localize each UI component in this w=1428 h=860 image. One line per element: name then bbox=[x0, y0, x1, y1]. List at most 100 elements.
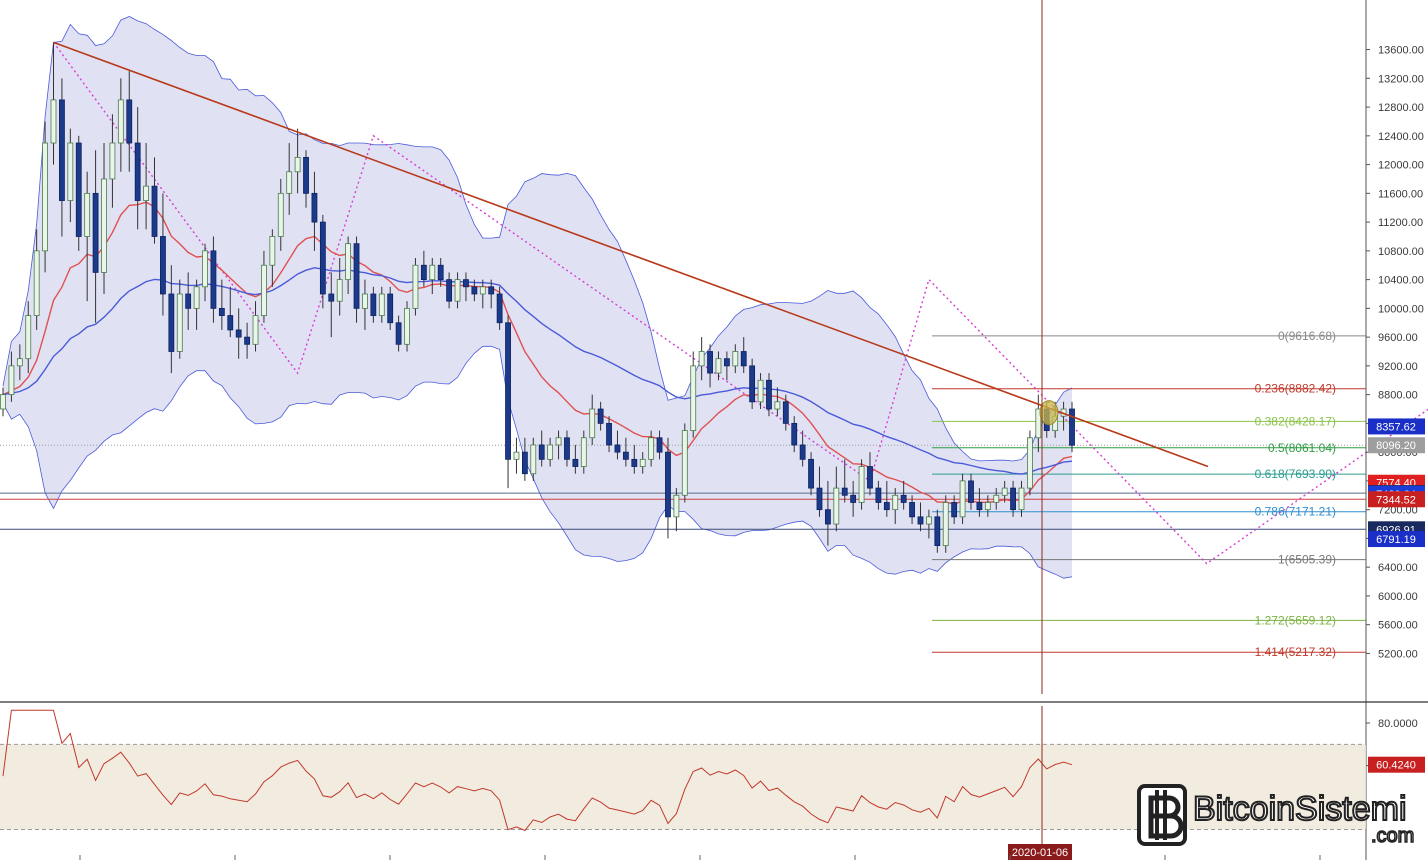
candle-body bbox=[353, 243, 360, 309]
indicator-last-label: 60.4240 bbox=[1376, 760, 1416, 772]
price-tag-label: 8357.62 bbox=[1376, 421, 1416, 433]
candle-body bbox=[227, 315, 234, 331]
candle-body bbox=[757, 379, 764, 403]
candle-body bbox=[681, 430, 688, 496]
moving-average-fast bbox=[2, 201, 1073, 505]
candle-body bbox=[505, 322, 511, 460]
candle-body bbox=[833, 487, 840, 525]
candle-body bbox=[1027, 437, 1033, 489]
candle-body bbox=[690, 365, 697, 431]
price-tick-label: 5200.00 bbox=[1378, 648, 1418, 660]
candle-body bbox=[850, 494, 857, 503]
candle-body bbox=[673, 494, 680, 518]
candle-body bbox=[631, 458, 638, 467]
price-tick-label: 6400.00 bbox=[1378, 562, 1418, 574]
candle-body bbox=[791, 422, 798, 446]
candle-body bbox=[656, 437, 663, 453]
bollinger-fill bbox=[3, 16, 1072, 579]
candle-body bbox=[547, 444, 554, 460]
candle-body bbox=[1069, 408, 1075, 446]
trendline[interactable] bbox=[53, 41, 1209, 468]
candle-body bbox=[252, 315, 259, 345]
price-tag-label: 8096.20 bbox=[1376, 440, 1416, 452]
candle-body bbox=[530, 444, 537, 475]
price-tick-label: 10000.00 bbox=[1378, 303, 1424, 315]
price-tick-label: 8800.00 bbox=[1378, 390, 1418, 402]
candle-body bbox=[471, 286, 478, 295]
candle-body bbox=[564, 437, 570, 460]
candle-body bbox=[942, 502, 949, 547]
price-tick-label: 7200.00 bbox=[1378, 505, 1418, 517]
candle-body bbox=[294, 156, 301, 173]
fib-label-1.414: 1.414(5217.32) bbox=[1255, 645, 1336, 659]
candle-body bbox=[858, 466, 865, 503]
candle-body bbox=[715, 358, 722, 374]
price-tick-label: 11200.00 bbox=[1378, 217, 1423, 229]
candle-body bbox=[277, 192, 284, 237]
candle-body bbox=[370, 293, 377, 316]
candle-body bbox=[395, 322, 402, 345]
candle-body bbox=[437, 264, 444, 281]
candle-body bbox=[799, 444, 806, 460]
candle-body bbox=[101, 178, 107, 273]
candle-body bbox=[210, 250, 217, 309]
candle-body bbox=[917, 516, 924, 525]
candle-body bbox=[336, 279, 343, 302]
candle-body bbox=[479, 286, 486, 295]
indicator-last-tag bbox=[1368, 756, 1425, 773]
price-tick-label: 12800.00 bbox=[1378, 102, 1424, 114]
candle-body bbox=[892, 494, 899, 511]
watermark-brand-text: BitcoinSistemi bbox=[1193, 790, 1407, 828]
candle-body bbox=[521, 451, 528, 475]
candle-body bbox=[766, 379, 772, 410]
fib-label-0.5: 0.5(8061.04) bbox=[1268, 441, 1336, 455]
candle-body bbox=[976, 502, 983, 511]
candle-body bbox=[378, 293, 385, 316]
candle-body bbox=[84, 192, 91, 237]
fib-label-1: 1(6505.39) bbox=[1278, 553, 1336, 567]
candle-body bbox=[867, 466, 873, 489]
moving-average-slow bbox=[2, 267, 1073, 475]
candle-body bbox=[202, 250, 208, 288]
candle-body bbox=[1010, 487, 1016, 511]
fib-label-0: 0(9616.68) bbox=[1278, 329, 1336, 343]
price-tick-label: 13200.00 bbox=[1378, 73, 1424, 85]
candle-body bbox=[993, 494, 1000, 503]
candle-body bbox=[261, 264, 267, 316]
candle-body bbox=[345, 243, 352, 281]
candle-body bbox=[160, 236, 166, 295]
candle-body bbox=[538, 444, 545, 460]
candle-body bbox=[185, 293, 192, 309]
candle-body bbox=[16, 358, 23, 367]
price-tick-label: 10400.00 bbox=[1378, 275, 1424, 287]
trendline-line bbox=[53, 41, 1209, 468]
candle-body bbox=[959, 480, 966, 518]
price-tag-label: 7344.52 bbox=[1376, 494, 1416, 506]
candle-body bbox=[176, 293, 183, 352]
candle-body bbox=[168, 293, 175, 352]
candle-body bbox=[723, 358, 730, 367]
candle-body bbox=[42, 142, 48, 252]
candle-body bbox=[597, 408, 604, 424]
fib-label-1.272: 1.272(5659.12) bbox=[1255, 613, 1336, 627]
time-axis-highlight bbox=[1008, 844, 1072, 860]
candle-body bbox=[774, 401, 781, 410]
price-tag bbox=[1368, 531, 1425, 548]
candle-body bbox=[808, 458, 814, 489]
price-tick-label: 6000.00 bbox=[1378, 591, 1418, 603]
candle-body bbox=[59, 99, 65, 201]
indicator-tick-label: 80.0000 bbox=[1378, 718, 1418, 730]
fib-label-0.236: 0.236(8882.42) bbox=[1255, 382, 1336, 396]
candle-body bbox=[900, 494, 907, 503]
price-tick-label: 13600.00 bbox=[1378, 45, 1424, 57]
candle-body bbox=[614, 444, 621, 453]
candle-body bbox=[909, 502, 915, 518]
candle-body bbox=[193, 286, 200, 309]
candle-body bbox=[67, 142, 74, 201]
price-tick-label: 12000.00 bbox=[1378, 160, 1424, 172]
candle-body bbox=[8, 365, 15, 396]
candle-body bbox=[1001, 487, 1008, 496]
candle-body bbox=[218, 307, 225, 316]
